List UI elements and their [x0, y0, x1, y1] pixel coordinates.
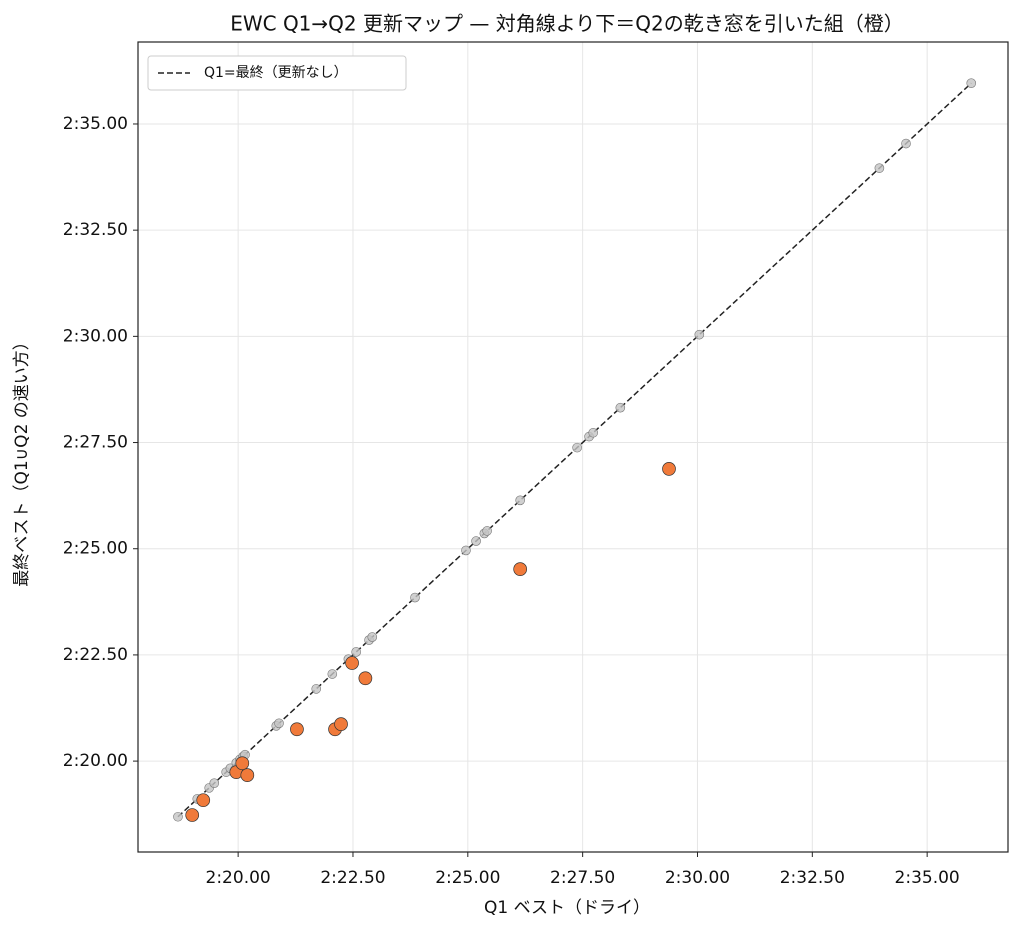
- data-point: [173, 811, 183, 822]
- y-tick-label: 2:30.00: [63, 326, 128, 346]
- x-tick-label: 2:22.50: [320, 868, 385, 888]
- y-tick-label: 2:22.50: [63, 645, 128, 665]
- y-tick-label: 2:25.00: [63, 539, 128, 559]
- data-point: [901, 138, 911, 149]
- y-axis-label: 最終ベスト（Q1∪Q2 の速い方）: [12, 333, 32, 587]
- data-point: [327, 669, 338, 679]
- data-point: [966, 78, 977, 89]
- data-point: [662, 462, 676, 476]
- x-axis-label: Q1 ベスト（ドライ）: [484, 898, 650, 918]
- data-point: [482, 526, 492, 536]
- data-point: [615, 402, 626, 413]
- data-point: [367, 632, 378, 642]
- data-point: [513, 562, 528, 576]
- data-point: [274, 718, 284, 729]
- legend-label: Q1=最終（更新なし）: [204, 65, 348, 81]
- data-point: [209, 778, 220, 788]
- y-tick-label: 2:35.00: [63, 114, 128, 134]
- data-point: [345, 656, 359, 670]
- y-tick-label: 2:20.00: [63, 751, 128, 771]
- y-tick-label: 2:32.50: [63, 220, 128, 240]
- y-tick-label: 2:27.50: [63, 433, 128, 453]
- data-point: [410, 592, 420, 603]
- data-point: [461, 545, 471, 556]
- legend-box: [147, 55, 407, 91]
- data-point: [334, 717, 348, 731]
- data-point: [351, 647, 361, 657]
- chart-title: EWC Q1→Q2 更新マップ — 対角線より下＝Q2の乾き窓を引いた組（橙）: [230, 12, 904, 36]
- x-tick-label: 2:35.00: [895, 868, 960, 888]
- x-tick-label: 2:30.00: [665, 868, 730, 888]
- data-point: [358, 671, 373, 686]
- x-tick-label: 2:32.50: [780, 868, 845, 888]
- data-point: [471, 536, 481, 546]
- data-point: [311, 684, 322, 694]
- data-point: [588, 427, 599, 438]
- data-point: [185, 808, 200, 822]
- data-point: [694, 329, 705, 340]
- x-tick-label: 2:20.00: [206, 868, 271, 888]
- data-point: [196, 793, 211, 808]
- data-point: [235, 756, 250, 771]
- data-point: [290, 722, 304, 737]
- data-point: [240, 768, 255, 782]
- data-point: [572, 442, 582, 453]
- data-point: [874, 163, 885, 173]
- data-point: [515, 495, 525, 506]
- x-tick-label: 2:25.00: [435, 868, 500, 888]
- x-tick-label: 2:27.50: [550, 868, 615, 888]
- plot-frame: [137, 41, 1009, 853]
